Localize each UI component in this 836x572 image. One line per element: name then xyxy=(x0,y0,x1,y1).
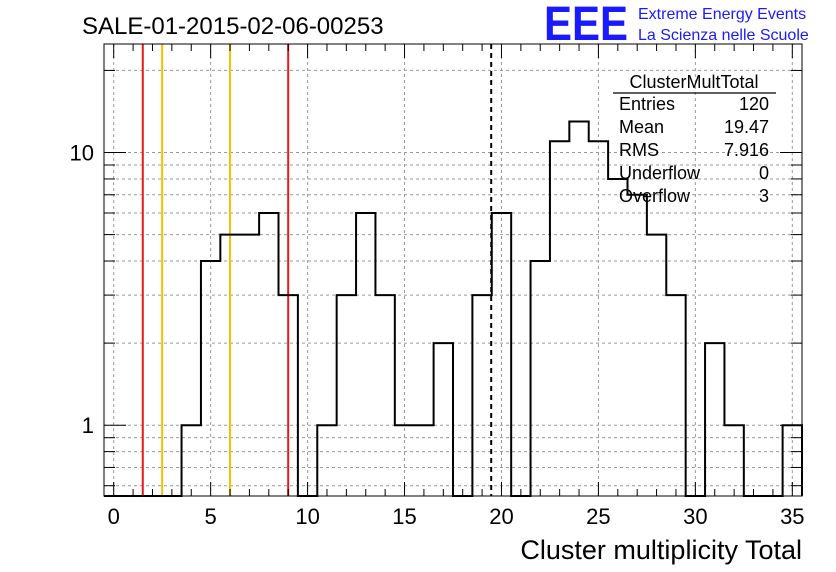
stats-value-mean: 19.47 xyxy=(724,117,769,137)
x-tick-label: 35 xyxy=(780,504,804,529)
x-tick-label: 10 xyxy=(295,504,319,529)
histogram-bin xyxy=(375,295,394,496)
histogram-bin xyxy=(356,213,375,496)
stats-label-mean: Mean xyxy=(619,117,664,137)
histogram-bin xyxy=(434,343,453,496)
histogram-bin xyxy=(569,121,588,496)
stats-box: ClusterMultTotal Entries 120 Mean 19.47 … xyxy=(613,72,776,206)
plot-frame xyxy=(103,43,803,497)
y-tick-label: 1 xyxy=(82,413,94,438)
logo-line2: La Scienza nelle Scuole xyxy=(638,27,809,44)
histogram-bin xyxy=(647,235,666,496)
logo-line1: Extreme Energy Events xyxy=(638,6,806,23)
stats-title: ClusterMultTotal xyxy=(629,72,758,92)
histogram-bin xyxy=(240,235,259,496)
histogram-bin xyxy=(472,295,491,496)
stats-label-underflow: Underflow xyxy=(619,163,701,183)
stats-label-rms: RMS xyxy=(619,140,659,160)
stats-value-overflow: 3 xyxy=(759,186,769,206)
stats-label-overflow: Overflow xyxy=(619,186,691,206)
x-tick-label: 5 xyxy=(205,504,217,529)
histogram-bin xyxy=(628,195,647,496)
run-title: SALE-01-2015-02-06-00253 xyxy=(82,13,384,40)
stats-label-entries: Entries xyxy=(619,94,675,114)
histogram-bin xyxy=(705,343,724,496)
x-tick-label: 15 xyxy=(392,504,416,529)
stats-value-rms: 7.916 xyxy=(724,140,769,160)
histogram-bin xyxy=(259,213,278,496)
x-tick-label: 30 xyxy=(683,504,707,529)
x-tick-label: 0 xyxy=(108,504,120,529)
histogram-bin xyxy=(608,179,627,496)
stats-value-entries: 120 xyxy=(739,94,769,114)
x-tick-label: 20 xyxy=(489,504,513,529)
logo-mark: EEE xyxy=(544,0,628,51)
x-axis-title: Cluster multiplicity Total xyxy=(520,535,802,565)
y-tick-label: 10 xyxy=(70,141,94,166)
histogram-bin xyxy=(337,295,356,496)
stats-value-underflow: 0 xyxy=(759,163,769,183)
axis-ticks xyxy=(104,44,802,496)
histogram-bin xyxy=(531,261,550,496)
histogram-bin xyxy=(666,295,685,496)
eee-logo: EEE Extreme Energy Events La Scienza nel… xyxy=(544,0,809,51)
x-tick-label: 25 xyxy=(586,504,610,529)
